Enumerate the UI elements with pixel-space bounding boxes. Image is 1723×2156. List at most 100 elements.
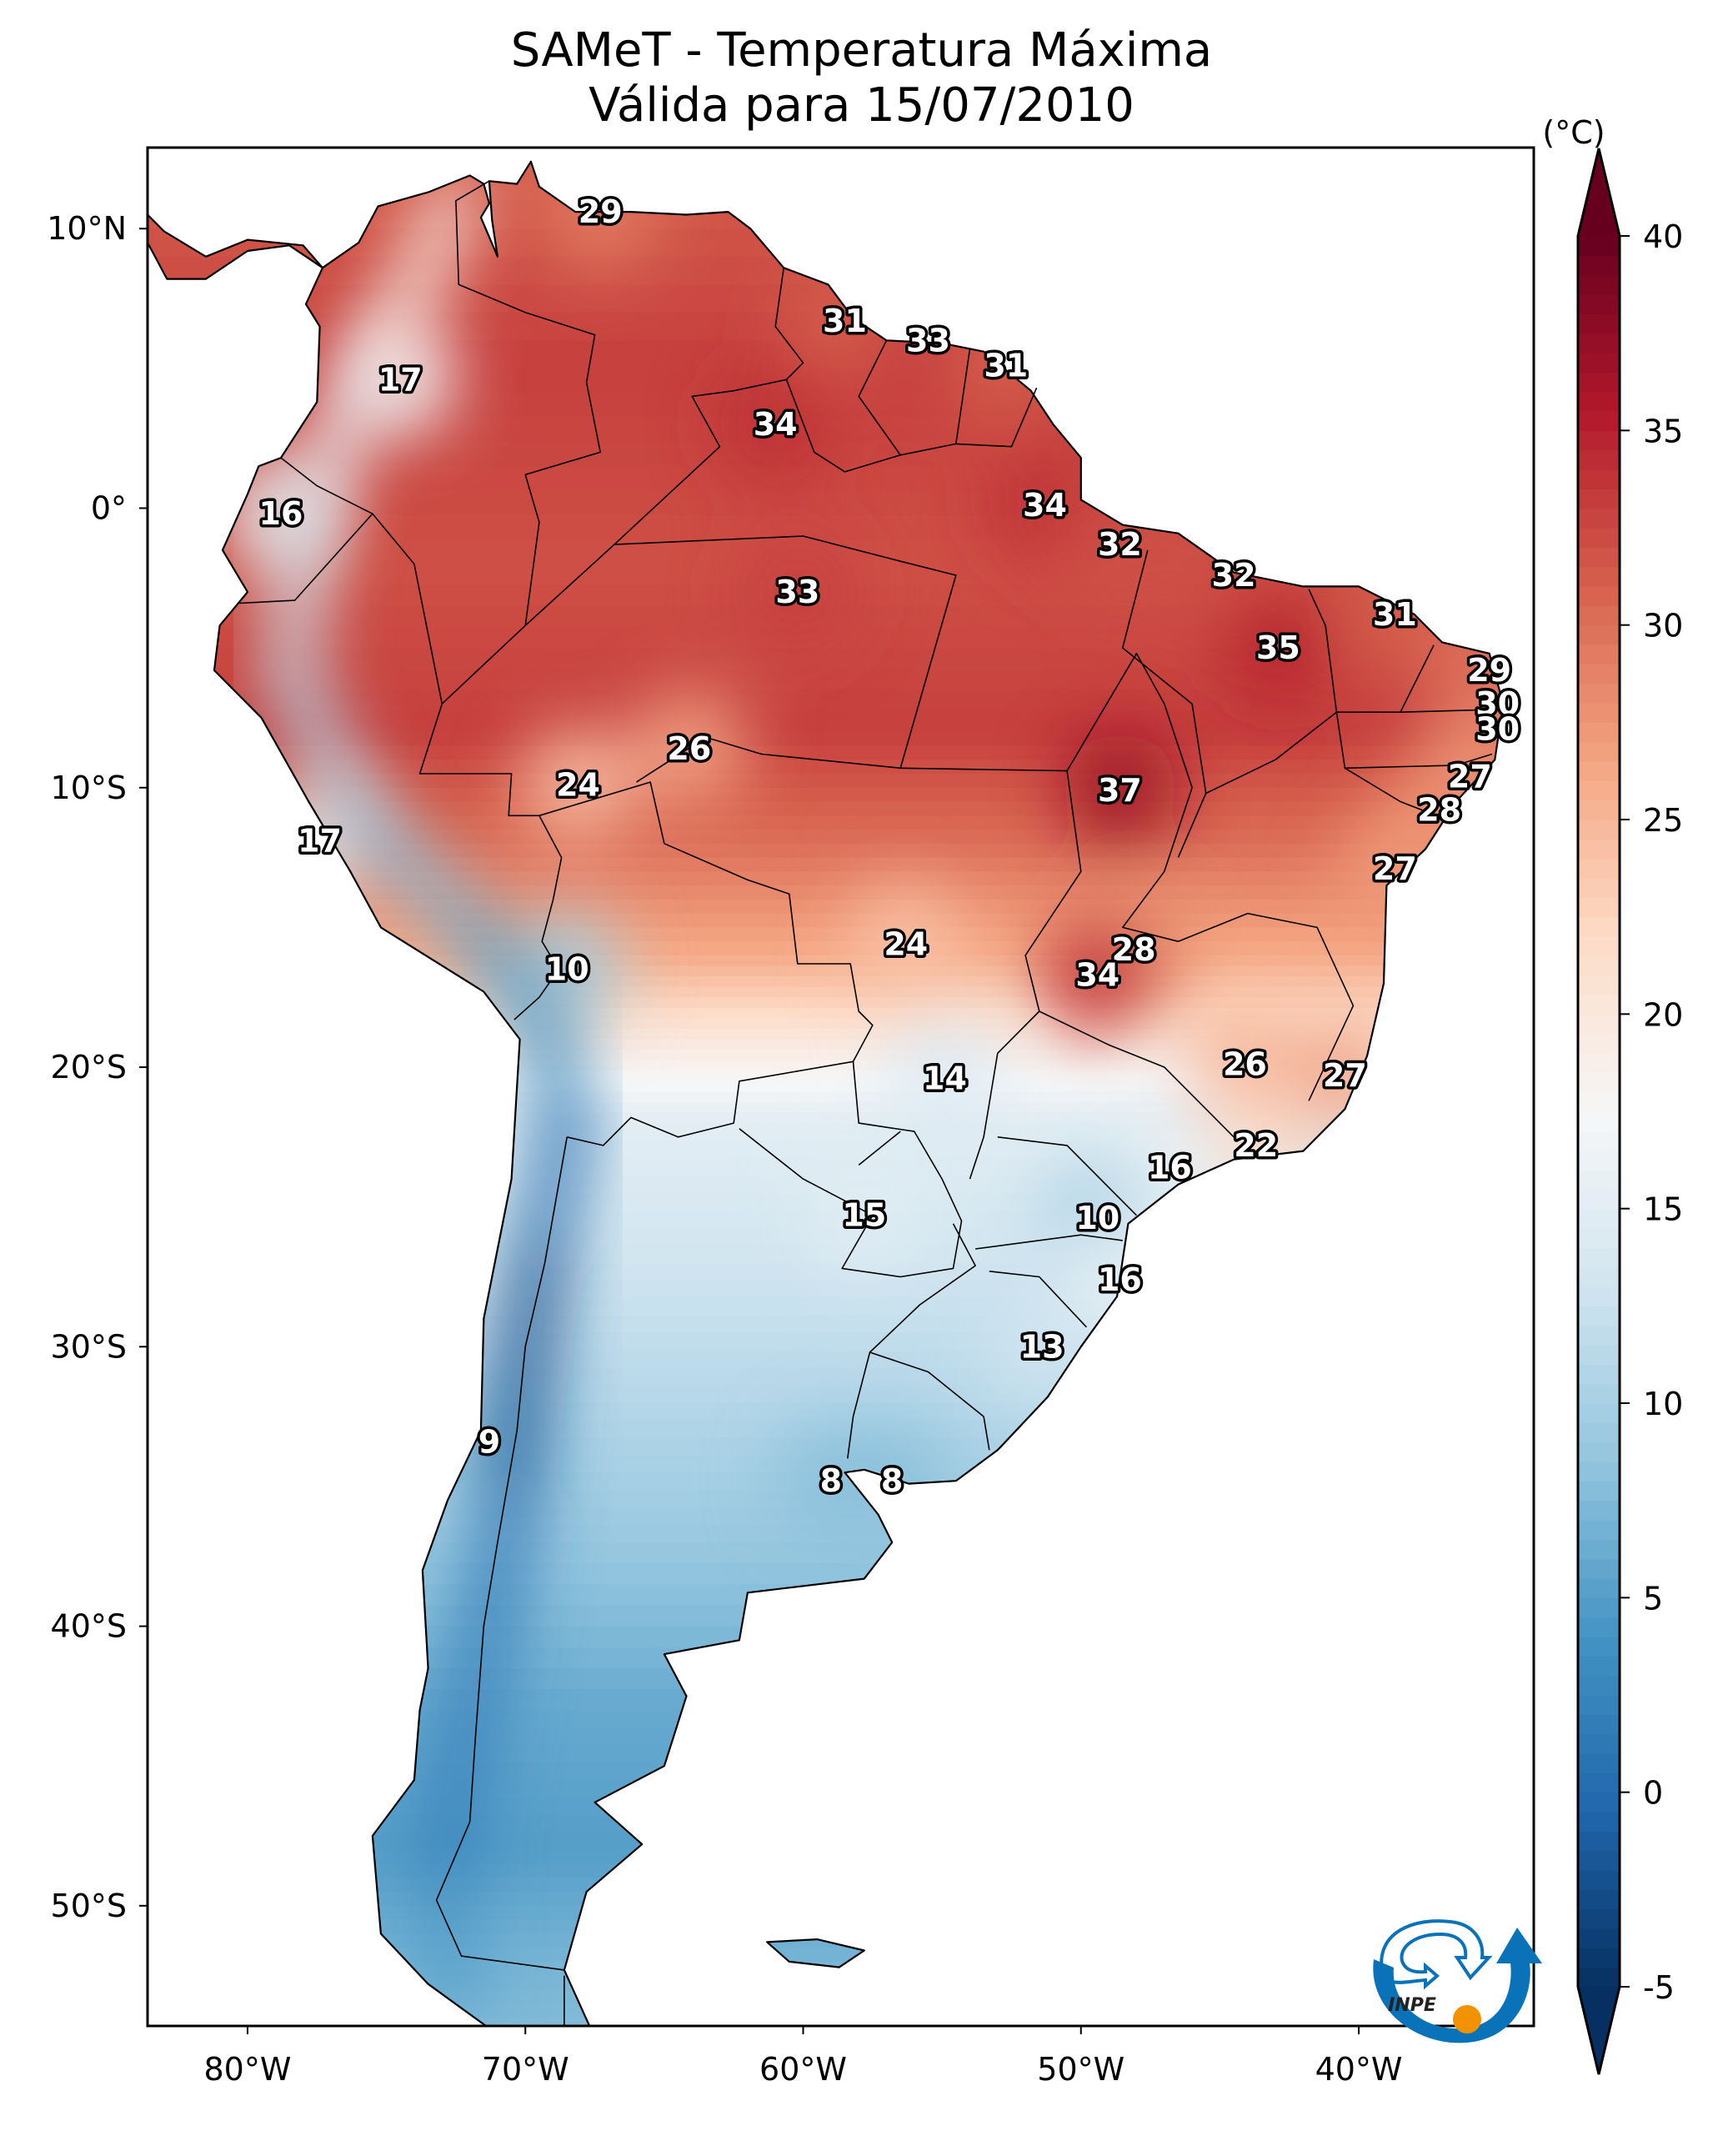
station-value-label: 28 [1417,792,1461,829]
inpe-logo: INPE [1373,1919,1542,2043]
colorbar-segment [1578,605,1620,626]
colorbar-segment [1578,1033,1620,1054]
border-line [1066,652,1193,942]
colorbar-segment [1578,1967,1620,1988]
station-value-label: 27 [1448,758,1492,795]
colorbar-segment [1578,1675,1620,1696]
colorbar-segment [1578,916,1620,937]
colorbar-segment [1578,1481,1620,1502]
colorbar-segment [1578,333,1620,353]
colorbar-segment [1578,1792,1620,1813]
colorbar-segment [1578,294,1620,314]
colorbar-segment [1578,975,1620,995]
colorbar-segment [1578,1850,1620,1871]
colorbar-segment [1578,391,1620,412]
colorbar-segment [1578,1014,1620,1035]
map-area [148,160,1505,2026]
colorbar-segment [1578,1345,1620,1365]
colorbar-segment [1578,566,1620,587]
colorbar-segment [1578,820,1620,840]
colorbar-segment [1578,1462,1620,1482]
border-line [435,1136,568,1971]
station-value-label: 24 [556,766,600,803]
station-value-label: 16 [1148,1150,1192,1186]
station-value-label: 13 [1020,1328,1064,1365]
station-value-label: 26 [1223,1046,1267,1083]
colorbar-segment [1578,274,1620,295]
colorbar-segment [1578,528,1620,548]
logo-text: INPE [1388,1995,1436,2016]
colorbar-segment [1578,508,1620,529]
logo-thin-arrow-icon [1380,1919,1493,1990]
colorbar-segment [1578,1558,1620,1579]
colorbar-segment [1578,372,1620,393]
station-value-label: 27 [1323,1057,1367,1094]
colorbar-segment [1578,1364,1620,1385]
border-line [774,268,1038,473]
border-line [1039,1010,1235,1138]
colorbar-segment [1578,1772,1620,1793]
colorbar-segment [1578,1714,1620,1735]
border-line [997,1136,1137,1216]
logo-blue-swoosh-icon [1373,1928,1542,2043]
colorbar-segment [1578,586,1620,606]
colorbar-segment [1578,683,1620,704]
colorbar-segment [1578,1889,1620,1910]
colorbar-segment [1578,839,1620,860]
border-line [847,1223,976,1459]
station-value-label: 14 [923,1060,967,1096]
border-line [238,513,373,604]
station-value-label: 31 [1373,596,1417,633]
colorbar-segment [1578,1131,1620,1151]
x-tick-label: 50°W [1037,2051,1124,2088]
station-value-label: 28 [1112,931,1156,968]
colorbar-segment [1578,1111,1620,1131]
colorbar-segment [1578,878,1620,898]
y-tick-label: 20°S [51,1049,127,1086]
colorbar-tick-label: 40 [1643,218,1683,255]
colorbar-segment [1578,1597,1620,1618]
station-value-label: 16 [259,495,303,532]
station-value-label: 31 [823,303,867,339]
colorbar-segment [1578,449,1620,470]
colorbar-segment [1578,780,1620,801]
colorbar-unit-label: (°C) [1542,114,1605,151]
colorbar-segment [1578,1325,1620,1346]
station-value-label: 37 [1098,772,1142,809]
border-line [955,348,971,444]
logo-orange-sun-icon [1453,2005,1481,2033]
colorbar-segment [1578,644,1620,664]
y-tick-label: 30°S [51,1328,127,1365]
station-value-label: 17 [378,361,423,398]
colorbar-segment [1578,664,1620,684]
colorbar-segment [1578,236,1620,256]
colorbar-segment [1578,936,1620,956]
border-line [538,781,874,1146]
colorbar-tick-label: 15 [1643,1191,1683,1228]
border-line [858,339,901,456]
colorbar-segment [1578,1383,1620,1404]
colorbar-segment [1578,1617,1620,1637]
border-line [1335,712,1493,770]
coastline-borders [148,160,1505,2026]
coastline [213,160,1505,2026]
colorbar-segment [1578,741,1620,762]
border-line [455,180,602,626]
station-value-label: 26 [667,730,711,767]
colorbar: (°C) 40 35 30 25 20 15 10 5 0 -5 [1542,114,1683,2075]
colorbar-segment [1578,489,1620,509]
border-line [858,1131,901,1166]
border-line [989,1271,1087,1328]
y-axis-ticks: 10°N 0° 10°S 20°S 30°S 40°S 50°S [47,210,148,1924]
colorbar-segment [1578,1908,1620,1929]
station-value-label: 33 [775,574,819,610]
station-value-label: 34 [1023,487,1067,524]
colorbar-segment [1578,800,1620,820]
y-tick-label: 50°S [51,1888,127,1924]
station-value-label: 22 [1234,1127,1278,1164]
border-line [739,1061,963,1278]
colorbar-segment [1578,1403,1620,1423]
border-line [418,624,563,1020]
